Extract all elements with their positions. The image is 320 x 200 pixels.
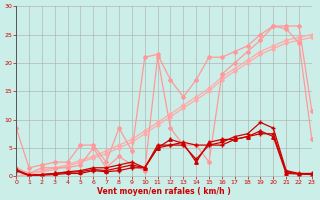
X-axis label: Vent moyen/en rafales ( km/h ): Vent moyen/en rafales ( km/h ) (97, 187, 231, 196)
